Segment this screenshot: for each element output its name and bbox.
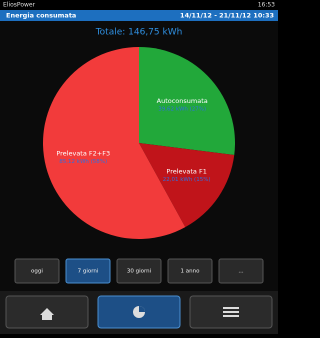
period-buttons: oggi 7 giorni 30 giorni 1 anno... [15, 259, 263, 283]
slice-value-label: 22,01 kWh (15%) [163, 177, 211, 183]
slice-value-label: 39,62 kWh (27%) [158, 106, 206, 112]
period-button-label: 1 anno [181, 269, 201, 275]
status-bar [0, 0, 278, 10]
chart-title: Totale: 146,75 kWh [95, 28, 183, 38]
status-time: 16:53 [258, 2, 275, 9]
slice-value-label: 85,12 kWh (58%) [59, 159, 107, 165]
screen: EliosPower 16:53 Energia consumata 14/11… [0, 0, 278, 334]
status-app: EliosPower [3, 2, 36, 9]
period-button-label: 30 giorni [127, 269, 152, 275]
period-button-label: 7 giorni [78, 269, 99, 275]
slice-label: Autoconsumata [157, 97, 208, 105]
header-period: 14/11/12 - 21/11/12 10:33 [180, 12, 274, 20]
slice-label: Prelevata F1 [166, 167, 206, 175]
period-button-label: ... [238, 269, 243, 275]
period-button-label: oggi [31, 269, 43, 275]
slice-label: Prelevata F2+F3 [56, 149, 110, 157]
header-title: Energia consumata [6, 12, 76, 20]
